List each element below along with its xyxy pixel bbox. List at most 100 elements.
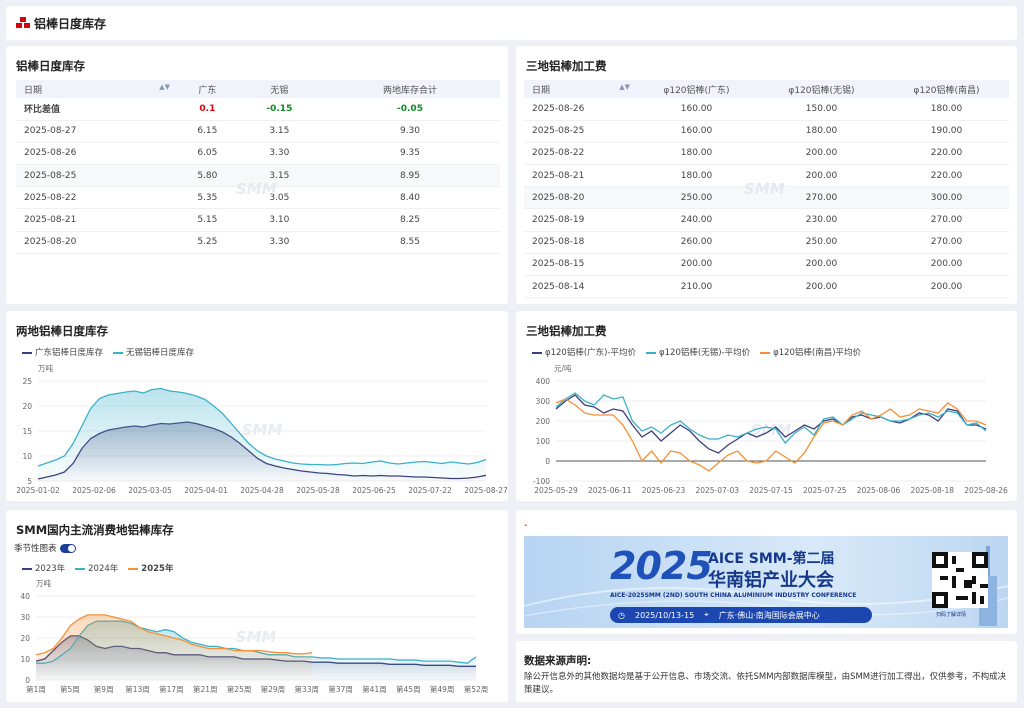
chart-legend: φ120铝棒(广东)-平均价 φ120铝棒(无锡)-平均价 φ120铝棒(南昌)… [532,346,861,358]
banner-location: 广东·佛山·南海国际会展中心 [718,610,820,620]
table-row: 2025-08-25 160.00 180.00 190.00 [524,120,1009,143]
x-tick-label: 第13周 [125,684,150,694]
legend-item-nc[interactable]: φ120铝棒(南昌)平均价 [760,346,861,358]
y-tick-label: 100 [536,437,551,446]
col-nc-header: φ120铝棒(南昌) [884,80,1009,98]
diff-row: 环比差值 0.1 -0.15 -0.05 [16,98,500,121]
x-tick-label: 2025-02-06 [72,486,116,495]
x-tick-label: 2025-07-03 [695,486,739,495]
x-tick-label: 第37周 [328,684,353,694]
watermark: SMM [744,180,785,198]
qr-caption: 扫码了解详情 [936,612,967,618]
table-row: 2025-08-20 5.25 3.30 8.55 [16,231,500,254]
qr-code-icon [932,552,988,608]
series-line-1[interactable] [37,387,487,467]
seasonal-toggle[interactable]: 季节性图表 [14,542,76,554]
table-row: 2025-08-26 160.00 150.00 180.00 [524,98,1009,121]
col-date-header[interactable]: 日期 ▲▼ [524,80,634,98]
y-tick-label: 15 [22,427,32,436]
y-tick-label: 10 [22,452,32,461]
x-tick-label: 2025-08-18 [910,486,954,495]
table-row: 2025-08-14 210.00 200.00 200.00 [524,275,1009,299]
x-tick-label: 2025-07-22 [408,486,452,495]
disclaimer-text: 除公开信息外的其他数据均是基于公开信息、市场交流、依托SMM内部数据库模型，由S… [524,672,1007,695]
conference-banner[interactable]: 2025 AICE SMM-第二届 华南铝产业大会 AICE-2025SMM (… [524,536,1008,628]
legend-item-2025[interactable]: 2025年 [128,562,173,574]
banner-subtitle: AICE-2025SMM (2ND) SOUTH CHINA ALUMINIUM… [610,592,857,599]
y-tick-label: 5 [27,477,32,486]
toggle-switch[interactable] [59,544,76,553]
x-tick-label: 2025-08-27 [464,486,508,495]
series-line-2[interactable] [555,398,987,472]
x-tick-label: 第25周 [227,684,252,694]
table-row: 2025-08-21 5.15 3.10 8.25 [16,208,500,232]
table-row: 2025-08-22 180.00 200.00 220.00 [524,142,1009,166]
legend-item-guangdong[interactable]: 广东铝棒日度库存 [22,346,103,358]
aluminum-logo-icon [16,17,30,28]
legend-item-2024[interactable]: 2024年 [75,562,118,574]
col-total-header: 两地库存合计 [320,80,500,98]
table-row: 2025-08-20 250.00 270.00 300.00 [524,186,1009,210]
chart-legend: 2023年 2024年 2025年 [22,562,173,574]
watermark: SMM [242,421,283,439]
y-tick-label: 0 [545,457,550,466]
sort-icon[interactable]: ▲▼ [159,82,170,91]
calendar-icon: ◷ [618,610,625,620]
x-tick-label: 2025-05-29 [534,486,578,495]
sort-icon[interactable]: ▲▼ [619,82,630,91]
y-unit: 万吨 [38,364,53,373]
series-area [36,614,313,680]
x-tick-label: 2025-04-28 [240,486,284,495]
disclaimer-card: 数据来源声明: 除公开信息外的其他数据均是基于公开信息、市场交流、依托SMM内部… [516,641,1017,702]
col-date-header[interactable]: 日期 ▲▼ [16,80,176,98]
x-tick-label: 2025-01-02 [16,486,60,495]
x-tick-label: 2025-08-26 [964,486,1008,495]
legend-item-wx[interactable]: φ120铝棒(无锡)-平均价 [646,346,750,358]
legend-item-gd[interactable]: φ120铝棒(广东)-平均价 [532,346,636,358]
y-tick-label: 30 [20,613,30,622]
banner-title2: 华南铝产业大会 [708,570,834,591]
table-row: 2025-08-26 6.05 3.30 9.35 [16,142,500,166]
x-tick-label: 2025-03-05 [128,486,172,495]
series-line-1[interactable] [555,392,987,445]
page-header: 铝棒日度库存 [6,6,1017,40]
x-tick-label: 2025-05-28 [296,486,340,495]
col-gd-header: φ120铝棒(广东) [634,80,759,98]
col-wuxi-header: 无锡 [238,80,320,98]
table-row: 2025-08-22 5.35 3.05 8.40 [16,186,500,210]
table-row: 2025-08-25 5.80 3.15 8.95 [16,164,500,188]
watermark: SMM [236,180,277,198]
y-tick-label: 400 [536,377,551,386]
legend-item-2023[interactable]: 2023年 [22,562,65,574]
x-tick-label: 2025-06-11 [588,486,632,495]
series-line-2[interactable] [35,614,313,656]
banner-date: 2025/10/13-15 [634,610,695,620]
y-unit: 元/吨 [554,364,572,373]
x-tick-label: 2025-07-25 [803,486,847,495]
table-row: 2025-08-18 260.00 250.00 270.00 [524,231,1009,254]
page-title: 铝棒日度库存 [34,16,107,31]
x-tick-label: 第9周 [94,684,114,694]
watermark: SMM [236,628,277,646]
y-tick-label: 200 [536,417,551,426]
table-row: 2025-08-19 240.00 230.00 270.00 [524,208,1009,232]
series-line-0[interactable] [555,394,987,454]
x-tick-label: 2025-06-25 [352,486,396,495]
y-tick-label: 40 [20,592,30,601]
table-row: 2025-08-21 180.00 200.00 220.00 [524,164,1009,188]
legend-item-wuxi[interactable]: 无锡铝棒日度库存 [113,346,194,358]
location-icon: ⌖ [704,610,709,619]
x-tick-label: 第52周 [464,684,489,694]
seasonal-chart-title: SMM国内主流消费地铝棒库存 [16,523,174,537]
x-tick-label: 2025-04-01 [184,486,228,495]
inventory-chart-title: 两地铝棒日度库存 [16,324,108,338]
x-tick-label: 第5周 [60,684,80,694]
fee-chart-title: 三地铝棒加工费 [526,324,607,338]
processing-fee-table: 日期 ▲▼ φ120铝棒(广东) φ120铝棒(无锡) φ120铝棒(南昌) 20… [524,80,1009,299]
x-tick-label: 第41周 [362,684,387,694]
x-tick-label: 第17周 [159,684,184,694]
banner-year: 2025 [610,544,713,588]
table-row: 2025-08-15 200.00 200.00 200.00 [524,253,1009,277]
banner-info-bar: ◷ 2025/10/13-15 ⌖ 广东·佛山·南海国际会展中心 [610,607,872,623]
